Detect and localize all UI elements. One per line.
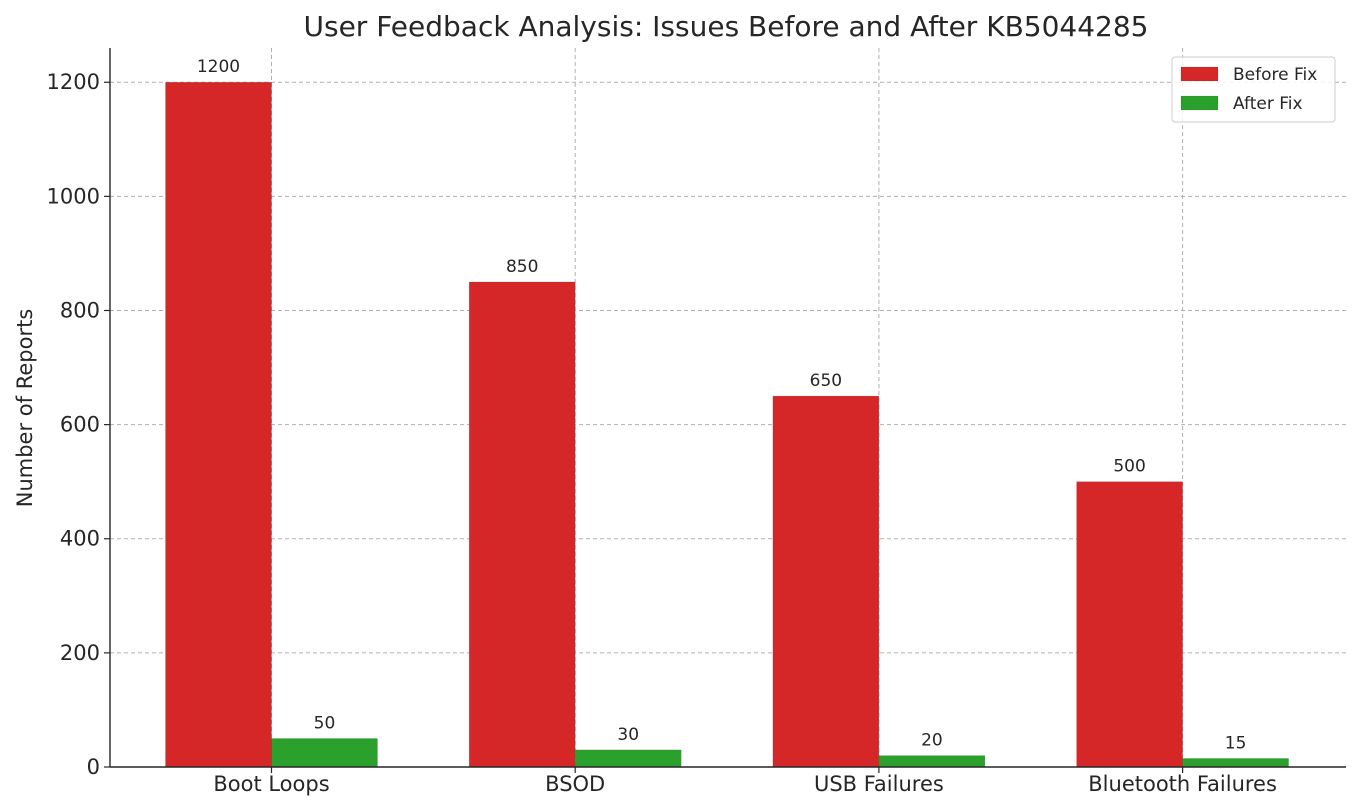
bar-after-fix bbox=[1182, 758, 1289, 768]
y-tick-label: 800 bbox=[60, 298, 100, 322]
y-tick-label: 600 bbox=[60, 413, 100, 437]
bar-value-label: 20 bbox=[921, 731, 943, 751]
bar-value-label: 50 bbox=[314, 713, 336, 733]
data-labels-layer: 1200 850 650 500 50 30 20 15 bbox=[197, 57, 1247, 753]
bar-value-label: 650 bbox=[810, 371, 842, 391]
x-tick-label: Boot Loops bbox=[213, 772, 329, 796]
axes-layer: 0 200 400 600 800 1000 1200 Boot Loops BSOD USB F… bbox=[47, 48, 1346, 796]
bar-value-label: 850 bbox=[506, 257, 538, 277]
x-tick-label: Bluetooth Failures bbox=[1088, 772, 1277, 796]
chart-title: User Feedback Analysis: Issues Before an… bbox=[304, 10, 1149, 43]
bar-value-label: 1200 bbox=[197, 57, 240, 77]
legend: Before Fix After Fix bbox=[1171, 56, 1336, 123]
x-tick-label: BSOD bbox=[545, 772, 605, 796]
bar-value-label: 15 bbox=[1225, 733, 1247, 753]
y-tick-label: 1000 bbox=[47, 184, 100, 208]
legend-label-after-fix: After Fix bbox=[1233, 94, 1303, 114]
bar-value-label: 30 bbox=[617, 725, 639, 745]
legend-label-before-fix: Before Fix bbox=[1233, 65, 1317, 85]
bar-after-fix bbox=[574, 749, 682, 768]
y-tick-label: 0 bbox=[87, 755, 100, 779]
y-tick-label: 1200 bbox=[47, 70, 100, 94]
legend-swatch-before-fix bbox=[1180, 66, 1219, 82]
bar-value-label: 500 bbox=[1113, 457, 1145, 477]
x-tick-label: USB Failures bbox=[814, 772, 944, 796]
legend-swatch-after-fix bbox=[1180, 95, 1219, 111]
bar-before-fix bbox=[165, 81, 272, 768]
bar-after-fix bbox=[271, 738, 378, 768]
bar-before-fix bbox=[772, 395, 880, 768]
y-tick-label: 200 bbox=[60, 641, 100, 665]
bar-after-fix bbox=[878, 755, 986, 768]
y-axis-label: Number of Reports bbox=[13, 309, 37, 508]
y-tick-label: 400 bbox=[60, 527, 100, 551]
bars-layer bbox=[165, 81, 1289, 768]
bar-before-fix bbox=[468, 281, 576, 768]
bar-before-fix bbox=[1076, 481, 1183, 768]
